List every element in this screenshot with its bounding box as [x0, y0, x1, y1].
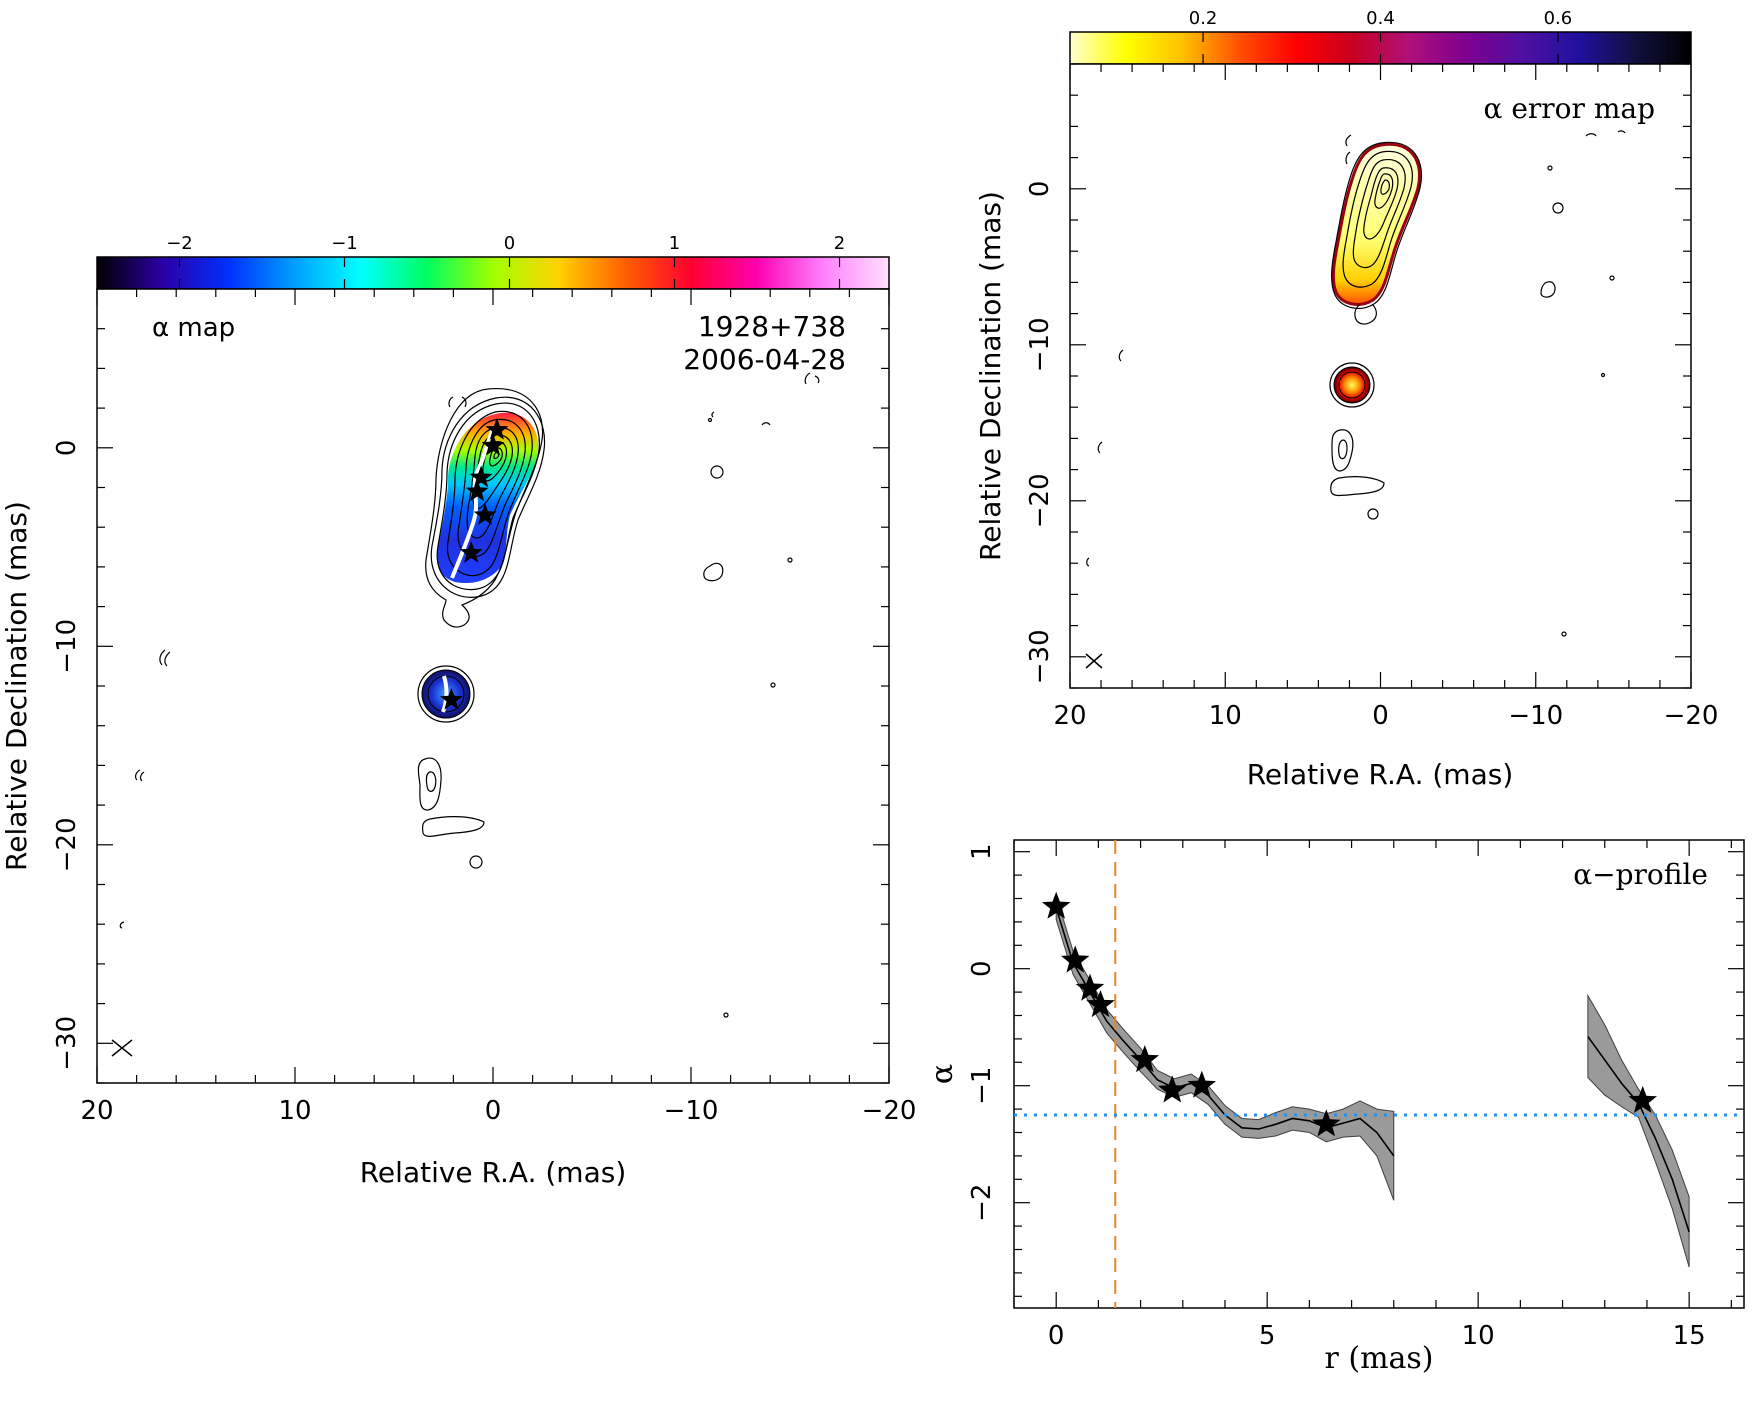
y-tick-label: −10 — [1025, 317, 1055, 372]
ridge-marker — [481, 433, 505, 456]
colorbar-tick-label: −2 — [166, 233, 193, 254]
profile-y-tick-label: −2 — [967, 1184, 997, 1222]
x-tick-label: −20 — [1664, 701, 1719, 731]
profile-x-tick-label: 0 — [1048, 1321, 1065, 1351]
profile-title: α−profile — [1573, 858, 1708, 891]
profile-x-tick-label: 5 — [1259, 1321, 1276, 1351]
alpha-map-frame — [96, 288, 890, 1084]
colorbar-tick-label: 0.6 — [1544, 8, 1573, 29]
profile-marker — [1041, 891, 1071, 919]
colorbar-tick-label: 0 — [504, 233, 515, 254]
x-tick-label: 0 — [1372, 701, 1389, 731]
error-colorbar-ticks: 0.2 0.4 0.6 — [1189, 8, 1572, 64]
profile-y-tick-label: 0 — [967, 960, 997, 977]
y-tick-label: 0 — [1025, 181, 1055, 198]
profile-xlabel: r (mas) — [1324, 1341, 1433, 1376]
x-tick-label: 0 — [485, 1096, 502, 1126]
source-name: 1928+738 — [698, 310, 846, 343]
profile-marker — [1086, 990, 1115, 1018]
error-map-ylabel: Relative Declination (mas) — [974, 191, 1007, 561]
ridge-marker — [469, 465, 493, 488]
error-map-title: α error map — [1484, 92, 1655, 125]
ridge-marker — [473, 503, 497, 525]
alpha-colorbar — [96, 256, 890, 290]
alpha-map-xlabel: Relative R.A. (mas) — [360, 1156, 627, 1189]
error-map-contours — [1086, 130, 1626, 637]
profile-marker — [1158, 1075, 1187, 1103]
y-tick-label: −30 — [1025, 629, 1055, 684]
error-map-image — [1085, 130, 1626, 669]
alpha-map-title: α map — [152, 313, 235, 343]
y-tick-label: −10 — [52, 619, 82, 674]
colorbar-tick-label: −1 — [331, 233, 358, 254]
profile-frame — [1013, 839, 1745, 1309]
colorbar-tick-label: 0.4 — [1366, 8, 1395, 29]
epoch-label: 2006-04-28 — [683, 343, 846, 376]
profile-x-tick-label: 15 — [1673, 1321, 1706, 1351]
y-tick-label: −20 — [1025, 473, 1055, 528]
profile-plot-area — [1014, 840, 1744, 1308]
alpha-map-contours — [425, 388, 546, 628]
profile-marker — [1312, 1109, 1341, 1137]
x-tick-label: −10 — [664, 1096, 719, 1126]
jet-emission — [436, 412, 539, 584]
ridge-marker — [440, 687, 463, 710]
x-tick-label: −10 — [1508, 701, 1563, 731]
profile-marker — [1075, 973, 1105, 1001]
profile-x-tick-label: 10 — [1462, 1321, 1495, 1351]
alpha-map-panel: −2 −1 0 1 2 — [0, 233, 916, 1189]
x-tick-label: 10 — [278, 1096, 311, 1126]
profile-y-tick-label: −1 — [967, 1067, 997, 1105]
colorbar-tick-label: 2 — [834, 233, 845, 254]
ridge-markers — [440, 417, 509, 710]
profile-error-band — [1055, 896, 1395, 1201]
x-tick-label: −20 — [862, 1096, 917, 1126]
x-tick-label: 10 — [1209, 701, 1242, 731]
profile-marker — [1628, 1085, 1657, 1113]
ridge-marker — [485, 417, 509, 440]
profile-marker — [1187, 1070, 1216, 1098]
profile-y-tick-label: 1 — [967, 843, 997, 860]
alpha-map-axis-ticks: 20 10 0 −10 −20 0 −10 −20 −30 — [52, 288, 917, 1126]
beam-symbol — [111, 1039, 133, 1057]
error-map-axis-ticks: 20 10 0 −10 −20 0 −10 −20 −30 — [1025, 63, 1719, 731]
error-map-xlabel: Relative R.A. (mas) — [1247, 758, 1514, 791]
x-tick-label: 20 — [1053, 701, 1086, 731]
x-tick-label: 20 — [80, 1096, 113, 1126]
profile-ylabel: α — [925, 1064, 960, 1084]
colorbar-tick-label: 0.2 — [1189, 8, 1218, 29]
ridge-marker — [465, 479, 489, 502]
alpha-colorbar-ticks: −2 −1 0 1 2 — [166, 233, 845, 289]
y-tick-label: −30 — [52, 1016, 82, 1071]
y-tick-label: −20 — [52, 817, 82, 872]
alpha-map-ylabel: Relative Declination (mas) — [0, 501, 33, 871]
profile-marker — [1130, 1045, 1160, 1073]
alpha-error-map-panel: 0.2 0.4 0.6 — [974, 8, 1718, 791]
profile-marker — [1060, 945, 1090, 973]
colorbar-tick-label: 1 — [669, 233, 680, 254]
ridge-marker — [459, 541, 483, 563]
profile-error-band — [1587, 993, 1690, 1268]
beam-symbol-error — [1085, 653, 1103, 669]
alpha-map-image — [111, 372, 820, 1057]
y-tick-label: 0 — [52, 440, 82, 457]
